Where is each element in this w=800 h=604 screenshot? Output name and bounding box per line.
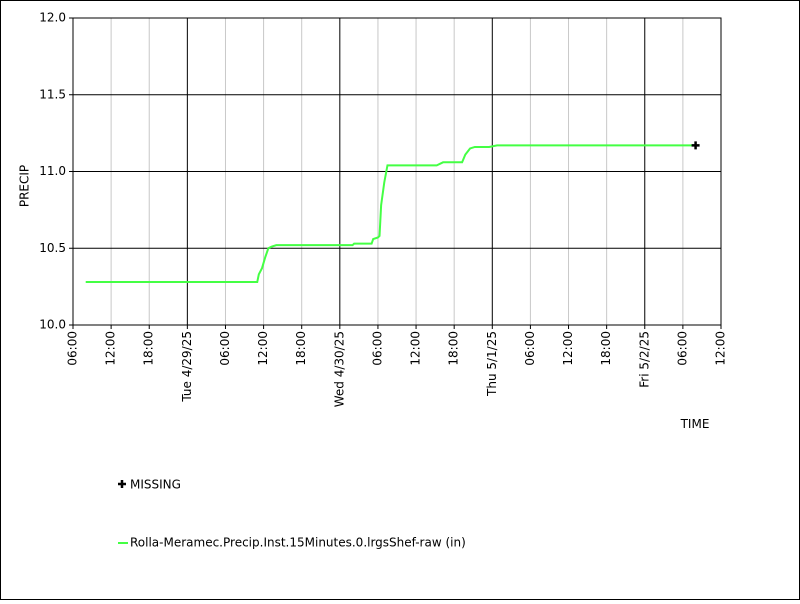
legend-label: MISSING	[130, 478, 181, 492]
x-tick-label: 18:00	[294, 331, 308, 366]
y-tick-label: 12.0	[39, 11, 66, 25]
y-axis-label: PRECIP	[18, 165, 32, 207]
x-tick-label: 06:00	[675, 331, 689, 366]
x-tick-label: 18:00	[447, 331, 461, 366]
x-tick-label: 12:00	[409, 331, 423, 366]
x-tick-label: 12:00	[714, 331, 728, 366]
x-tick-label: Thu 5/1/25	[485, 331, 499, 397]
legend-label: Rolla-Meramec.Precip.Inst.15Minutes.0.lr…	[130, 536, 466, 550]
y-tick-label: 10.5	[39, 241, 66, 255]
y-tick-label: 10.0	[39, 318, 66, 332]
x-tick-label: 12:00	[561, 331, 575, 366]
x-tick-label: 06:00	[66, 331, 80, 366]
x-tick-label: Wed 4/30/25	[332, 331, 346, 407]
x-tick-label: 06:00	[218, 331, 232, 366]
x-tick-label: 12:00	[256, 331, 270, 366]
x-tick-label: Fri 5/2/25	[637, 331, 651, 388]
plot-border	[72, 17, 722, 326]
x-tick-label: Tue 4/29/25	[180, 331, 194, 403]
x-axis-label: TIME	[680, 417, 710, 431]
y-tick-label: 11.5	[39, 87, 66, 101]
x-tick-label: 06:00	[370, 331, 384, 366]
y-tick-label: 11.0	[39, 164, 66, 178]
x-tick-label: 18:00	[142, 331, 156, 366]
missing-marker	[691, 141, 700, 150]
legend-swatch	[118, 480, 126, 488]
x-tick-label: 12:00	[104, 331, 118, 366]
x-tick-label: 06:00	[523, 331, 537, 366]
data-line	[85, 144, 696, 284]
x-tick-label: 18:00	[599, 331, 613, 366]
